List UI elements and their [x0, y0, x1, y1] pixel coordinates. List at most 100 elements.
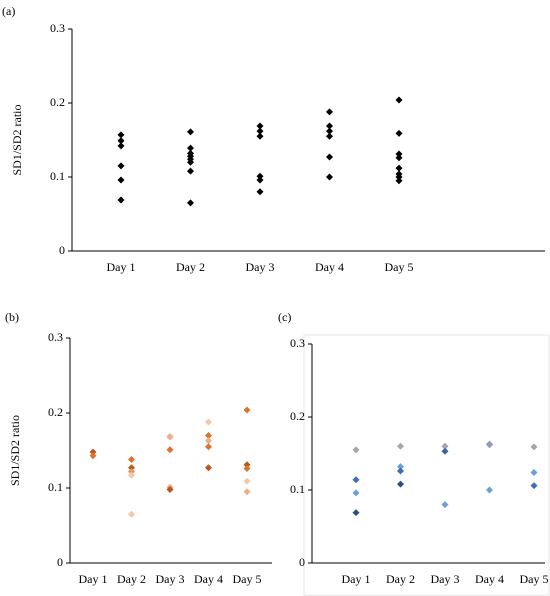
point [352, 446, 360, 454]
point [243, 406, 251, 414]
point [256, 132, 264, 140]
y-tick-label: 0.2 [50, 95, 65, 109]
point [326, 173, 333, 181]
point [397, 467, 404, 475]
y-tick-label: 0.2 [48, 405, 63, 419]
point [395, 154, 403, 162]
point [205, 464, 212, 472]
point [187, 199, 194, 207]
panel-label: (b) [5, 310, 19, 324]
point [187, 144, 194, 152]
panel-label: (a) [2, 4, 15, 18]
point [205, 418, 212, 426]
point [243, 477, 251, 485]
point [128, 468, 135, 475]
y-tick-label: 0.3 [290, 336, 305, 350]
point [441, 447, 449, 455]
x-tick-label: Day 4 [475, 572, 504, 586]
x-tick-label: Day 3 [246, 260, 275, 274]
point [243, 461, 251, 469]
point [117, 162, 125, 170]
point [395, 96, 403, 104]
y-tick-label: 0 [299, 555, 305, 569]
point [441, 501, 449, 509]
x-tick-label: Day 2 [176, 260, 205, 274]
point [326, 132, 333, 140]
point [256, 172, 264, 180]
point [243, 465, 251, 472]
point [326, 122, 333, 130]
point [530, 482, 538, 490]
point [397, 480, 404, 488]
y-axis-label: SD1/SD2 ratio [8, 415, 22, 486]
point [117, 142, 125, 150]
point [166, 446, 174, 454]
x-tick-label: Day 5 [385, 260, 414, 274]
point [395, 150, 403, 158]
point [530, 468, 538, 476]
point [89, 448, 97, 456]
x-tick-label: Day 4 [315, 260, 344, 274]
x-tick-label: Day 5 [233, 572, 262, 586]
point [117, 131, 125, 139]
point [128, 471, 135, 479]
y-tick-label: 0.3 [50, 21, 65, 35]
point [128, 510, 135, 518]
point [205, 432, 212, 439]
point [395, 129, 403, 137]
y-tick-label: 0.1 [48, 480, 63, 494]
x-tick-label: Day 1 [79, 572, 108, 586]
point [166, 486, 174, 493]
point [256, 122, 264, 130]
point [486, 486, 493, 494]
x-tick-label: Day 3 [156, 572, 185, 586]
panel-label: (c) [278, 310, 291, 324]
point [395, 173, 403, 181]
x-tick-label: Day 1 [107, 260, 136, 274]
x-tick-label: Day 1 [342, 572, 371, 586]
point [205, 437, 212, 445]
x-tick-label: Day 2 [386, 572, 415, 586]
point [187, 167, 194, 175]
point [326, 108, 333, 116]
point [397, 463, 404, 471]
y-tick-label: 0.2 [290, 409, 305, 423]
point [352, 476, 360, 484]
point [128, 456, 135, 463]
point [397, 442, 404, 450]
y-tick-label: 0 [59, 243, 65, 257]
panel-frame [303, 334, 550, 596]
point [352, 489, 360, 497]
point [256, 188, 264, 196]
point [117, 137, 125, 145]
point [530, 443, 538, 451]
y-axis-label: SD1/SD2 ratio [10, 104, 24, 175]
y-tick-label: 0.3 [48, 330, 63, 344]
y-tick-label: 0.1 [290, 482, 305, 496]
point [128, 464, 135, 472]
point [205, 443, 212, 451]
x-tick-label: Day 2 [117, 572, 146, 586]
point [187, 128, 194, 136]
point [352, 509, 360, 517]
point [395, 177, 403, 185]
point [326, 153, 333, 161]
point [441, 442, 449, 450]
point [117, 196, 125, 204]
point [166, 433, 174, 441]
point [256, 176, 264, 184]
y-tick-label: 0.1 [50, 169, 65, 183]
point [326, 127, 333, 135]
point [395, 164, 403, 172]
x-tick-label: Day 5 [520, 572, 549, 586]
point [486, 441, 493, 449]
point [256, 127, 264, 135]
x-tick-label: Day 4 [194, 572, 223, 586]
point [117, 176, 125, 184]
point [243, 488, 251, 496]
y-tick-label: 0 [57, 555, 63, 569]
x-tick-label: Day 3 [431, 572, 460, 586]
point [187, 158, 194, 166]
point [89, 452, 97, 460]
